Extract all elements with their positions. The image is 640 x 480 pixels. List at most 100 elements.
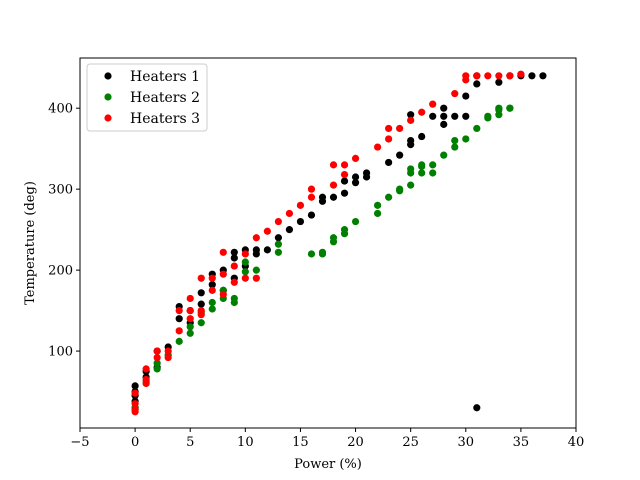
point-heaters-3-22 xyxy=(219,270,227,278)
point-heaters-1-47 xyxy=(429,112,437,120)
point-heaters-3-32 xyxy=(285,209,294,218)
point-heaters-2-24 xyxy=(318,248,327,256)
x-tick-label: 25 xyxy=(402,435,419,450)
point-heaters-1-61 xyxy=(473,404,481,412)
point-heaters-1-21 xyxy=(230,254,238,262)
point-heaters-2-29 xyxy=(351,217,360,226)
point-heaters-2-46 xyxy=(462,135,470,143)
point-heaters-3-36 xyxy=(329,181,338,189)
point-heaters-3-8 xyxy=(153,347,161,355)
point-heaters-1-55 xyxy=(473,80,481,88)
x-axis-ticks: −5 0 5 10 15 20 25 30 35 40 xyxy=(70,428,584,450)
x-tick-label: 35 xyxy=(513,435,530,450)
point-heaters-1-56 xyxy=(495,78,503,86)
point-heaters-3-11 xyxy=(175,327,183,335)
point-heaters-1-59 xyxy=(528,72,536,80)
point-heaters-3-30 xyxy=(263,227,271,235)
point-heaters-3-41 xyxy=(374,143,382,151)
legend-label-heaters-1: Heaters 1 xyxy=(130,69,200,85)
point-heaters-1-34 xyxy=(329,193,338,201)
point-heaters-3-24 xyxy=(230,278,238,286)
legend-label-heaters-3: Heaters 3 xyxy=(130,111,200,127)
x-axis-label: Power (%) xyxy=(294,457,362,472)
point-heaters-2-18 xyxy=(241,258,249,266)
point-heaters-3-23 xyxy=(219,248,227,256)
x-tick-label: 5 xyxy=(186,435,194,450)
x-tick-label: 10 xyxy=(237,435,254,450)
point-heaters-2-16 xyxy=(230,294,238,303)
point-heaters-2-28 xyxy=(340,226,349,234)
point-heaters-3-26 xyxy=(241,274,249,282)
point-heaters-1-52 xyxy=(462,112,470,120)
point-heaters-1-33 xyxy=(318,193,327,201)
point-heaters-3-31 xyxy=(274,217,282,226)
point-heaters-3-48 xyxy=(451,90,459,98)
point-heaters-3-43 xyxy=(385,124,393,133)
point-heaters-2-31 xyxy=(374,201,382,209)
point-heaters-3-46 xyxy=(418,108,426,116)
point-heaters-2-47 xyxy=(473,124,481,133)
point-heaters-3-29 xyxy=(252,234,260,242)
y-tick-label: 200 xyxy=(48,264,73,279)
point-heaters-1-17 xyxy=(208,281,216,289)
point-heaters-3-33 xyxy=(296,201,305,209)
legend-box xyxy=(86,63,208,132)
legend-marker-heaters-2 xyxy=(104,93,112,101)
point-heaters-1-38 xyxy=(351,179,360,187)
point-heaters-1-49 xyxy=(440,112,448,120)
point-heaters-1-14 xyxy=(197,300,205,308)
point-heaters-1-35 xyxy=(340,177,349,185)
point-heaters-1-40 xyxy=(362,173,371,181)
point-heaters-2-26 xyxy=(329,234,338,242)
point-heaters-3-6 xyxy=(142,365,150,373)
point-heaters-1-46 xyxy=(418,132,426,141)
legend: Heaters 1 Heaters 2 Heaters 3 xyxy=(86,63,208,132)
point-heaters-1-51 xyxy=(451,112,459,120)
point-heaters-2-37 xyxy=(407,165,415,173)
point-heaters-1-53 xyxy=(462,92,470,100)
x-tick-label: 15 xyxy=(292,435,309,450)
point-heaters-3-53 xyxy=(495,72,503,80)
point-heaters-2-43 xyxy=(440,151,448,159)
point-heaters-3-35 xyxy=(307,185,316,193)
legend-marker-heaters-1 xyxy=(104,72,112,80)
point-heaters-2-52 xyxy=(495,104,503,112)
point-heaters-2-4 xyxy=(153,359,161,367)
point-heaters-3-51 xyxy=(473,72,481,80)
y-tick-label: 100 xyxy=(48,345,73,360)
point-heaters-3-45 xyxy=(407,116,415,124)
point-heaters-3-34 xyxy=(307,193,316,201)
point-heaters-2-32 xyxy=(385,193,393,201)
legend-label-heaters-2: Heaters 2 xyxy=(130,90,200,106)
y-tick-label: 400 xyxy=(48,102,73,117)
point-heaters-3-3 xyxy=(131,389,139,397)
point-heaters-2-9 xyxy=(197,319,205,327)
point-heaters-1-48 xyxy=(440,104,448,112)
point-heaters-3-21 xyxy=(219,290,227,299)
point-heaters-1-26 xyxy=(252,250,260,258)
point-heaters-2-8 xyxy=(186,323,194,331)
y-tick-label: 300 xyxy=(48,183,73,198)
point-heaters-1-27 xyxy=(263,246,271,254)
point-heaters-2-6 xyxy=(175,337,183,345)
x-tick-label: 40 xyxy=(568,435,585,450)
point-heaters-2-35 xyxy=(407,181,415,189)
point-heaters-1-31 xyxy=(307,211,316,219)
point-heaters-3-44 xyxy=(396,124,404,133)
point-heaters-2-38 xyxy=(418,169,426,177)
point-heaters-1-60 xyxy=(539,72,547,80)
data-points xyxy=(131,70,547,416)
point-heaters-3-27 xyxy=(241,250,249,258)
point-heaters-3-40 xyxy=(351,154,360,162)
y-axis-label: Temperature (deg) xyxy=(23,181,38,305)
point-heaters-2-40 xyxy=(418,161,426,169)
point-heaters-3-39 xyxy=(340,161,349,169)
point-heaters-3-9 xyxy=(164,353,172,362)
point-heaters-1-50 xyxy=(440,120,448,128)
point-heaters-3-20 xyxy=(208,274,216,282)
point-heaters-1-45 xyxy=(407,111,415,119)
plot-frame xyxy=(79,57,577,429)
point-heaters-2-19 xyxy=(252,266,260,274)
legend-marker-heaters-3 xyxy=(104,114,112,122)
point-heaters-1-42 xyxy=(396,151,404,159)
